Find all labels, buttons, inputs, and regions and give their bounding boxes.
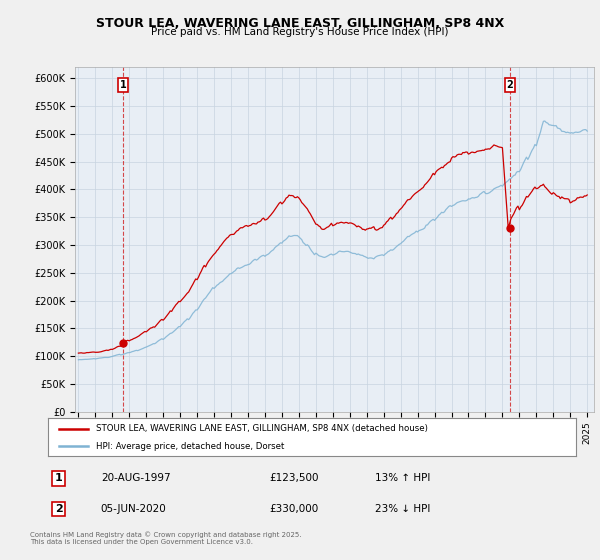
Text: Contains HM Land Registry data © Crown copyright and database right 2025.
This d: Contains HM Land Registry data © Crown c… [30, 531, 302, 544]
Text: 05-JUN-2020: 05-JUN-2020 [101, 504, 167, 514]
Text: STOUR LEA, WAVERING LANE EAST, GILLINGHAM, SP8 4NX (detached house): STOUR LEA, WAVERING LANE EAST, GILLINGHA… [95, 424, 427, 433]
Text: HPI: Average price, detached house, Dorset: HPI: Average price, detached house, Dors… [95, 442, 284, 451]
Text: 13% ↑ HPI: 13% ↑ HPI [376, 473, 431, 483]
Text: £330,000: £330,000 [270, 504, 319, 514]
Text: 2: 2 [506, 80, 513, 90]
Text: STOUR LEA, WAVERING LANE EAST, GILLINGHAM, SP8 4NX: STOUR LEA, WAVERING LANE EAST, GILLINGHA… [96, 17, 504, 30]
Text: 23% ↓ HPI: 23% ↓ HPI [376, 504, 431, 514]
Text: £123,500: £123,500 [270, 473, 319, 483]
Text: 1: 1 [55, 473, 62, 483]
Text: 1: 1 [119, 80, 127, 90]
Text: 20-AUG-1997: 20-AUG-1997 [101, 473, 170, 483]
Text: 2: 2 [55, 504, 62, 514]
Text: Price paid vs. HM Land Registry's House Price Index (HPI): Price paid vs. HM Land Registry's House … [151, 27, 449, 37]
